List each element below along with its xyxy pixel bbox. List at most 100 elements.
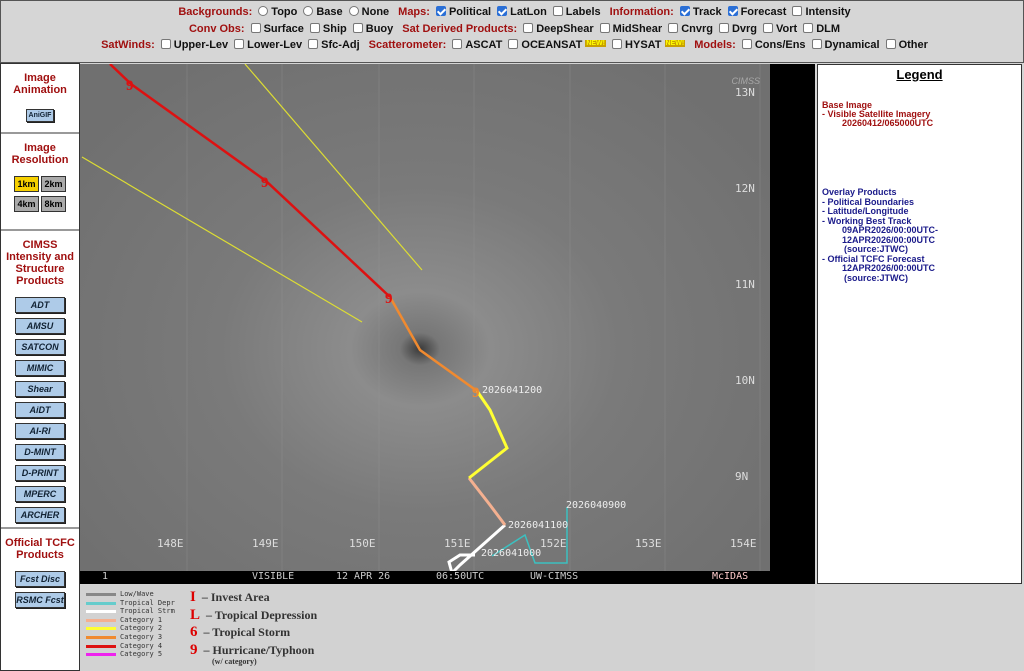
lower-lev-checkbox[interactable] [234,39,245,49]
midshear-option[interactable]: MidShear [612,23,663,35]
surface-option[interactable]: Surface [263,23,304,35]
cimss-product-button[interactable]: MPERC [15,486,65,502]
forecast-option[interactable]: Forecast [740,6,787,18]
political-checkbox[interactable] [435,6,446,16]
buoy-checkbox[interactable] [352,23,363,33]
cimss-product-button[interactable]: D-MINT [15,444,65,460]
storm-symbol-icon: I [190,589,196,605]
satwinds-label: SatWinds: [101,39,155,51]
satellite-map[interactable]: 9 9 9 9 13N 12N 11N 10N 9N 148E 149E 150E 151E 152E 15… [80,64,770,584]
cons-ens-checkbox[interactable] [741,39,752,49]
labels-option[interactable]: Labels [565,6,601,18]
base-option[interactable]: Base [316,6,343,18]
ascat-option[interactable]: ASCAT [465,39,503,51]
track-tropical-depression [491,507,568,564]
res-2km-button[interactable]: 2km [41,176,66,192]
forecast-checkbox[interactable] [727,6,738,16]
dynamical-checkbox[interactable] [811,39,822,49]
intensity-option[interactable]: Intensity [805,6,851,18]
upper-lev-option[interactable]: Upper-Lev [173,39,229,51]
key-line-label: Category 2 [120,624,163,633]
cimss-product-button[interactable]: ADT [15,297,65,313]
cimss-product-button[interactable]: AiDT [15,402,65,418]
cnvrg-option[interactable]: Cnvrg [681,23,713,35]
oceansat-option[interactable]: OCEANSAT [521,39,583,51]
upper-lev-checkbox[interactable] [160,39,171,49]
latlon-checkbox[interactable] [497,6,508,16]
overlay-item: 09APR2026/00:00UTC- [842,225,939,235]
dvrg-option[interactable]: Dvrg [731,23,758,35]
tcfc-product-button[interactable]: RSMC Fcst [15,592,65,608]
other-option[interactable]: Other [898,39,928,51]
overlay-item: - Political Boundaries [822,196,915,207]
ascat-checkbox[interactable] [452,39,463,49]
labels-checkbox[interactable] [552,6,563,16]
base-radio[interactable] [303,6,314,16]
image-time: 06:50UTC [436,571,485,582]
cimss-product-button[interactable]: D-PRINT [15,465,65,481]
track-checkbox[interactable] [679,6,690,16]
surface-checkbox[interactable] [250,23,261,33]
topo-radio[interactable] [258,6,269,16]
ship-option[interactable]: Ship [322,23,347,35]
hysat-option[interactable]: HYSAT [625,39,662,51]
lower-lev-option[interactable]: Lower-Lev [247,39,303,51]
intensity-checkbox[interactable] [792,6,803,16]
tcfc-product-button[interactable]: Fcst Disc [15,571,65,587]
key-symbol-label: – Invest Area [201,590,270,604]
track-category-3 [388,296,478,393]
ship-checkbox[interactable] [309,23,320,33]
key-symbol-label: – Tropical Storm [203,625,291,639]
overlay-heading: Overlay Products [822,187,897,197]
key-symbol-row: L – Tropical Depression [190,607,317,624]
other-checkbox[interactable] [885,39,896,49]
dvrg-checkbox[interactable] [718,23,729,33]
none-option[interactable]: None [361,6,390,18]
political-option[interactable]: Political [448,6,492,18]
vort-option[interactable]: Vort [776,23,798,35]
information-label: Information: [609,6,674,18]
image-footer: 1 VISIBLE 12 APR 26 06:50UTC UW-CIMSS Mc… [80,571,770,584]
sfc-adj-option[interactable]: Sfc-Adj [321,39,360,51]
animation-title: Image Animation [13,72,67,96]
dlm-checkbox[interactable] [803,23,814,33]
none-radio[interactable] [348,6,359,16]
key-symbol-row: I – Invest Area [190,589,270,606]
cnvrg-checkbox[interactable] [668,23,679,33]
midshear-checkbox[interactable] [599,23,610,33]
base-item: - Visible Satellite Imagery [822,109,931,119]
legend-panel: Legend Base Image - Visible Satellite Ima… [817,64,1022,584]
key-line-swatch [86,601,116,605]
dlm-option[interactable]: DLM [816,23,841,35]
cimss-product-button[interactable]: AI-RI [15,423,65,439]
oceansat-checkbox[interactable] [508,39,519,49]
anigif-button[interactable]: AniGIF [26,109,54,122]
cimss-product-button[interactable]: MIMIC [15,360,65,376]
sidebar: Image Animation AniGIF Image Resolution … [0,63,80,671]
cons-ens-option[interactable]: Cons/Ens [754,39,806,51]
deepshear-option[interactable]: DeepShear [536,23,594,35]
key-symbol-row: 6 – Tropical Storm [190,624,290,641]
sfc-adj-checkbox[interactable] [308,39,319,49]
cimss-title: CIMSS Intensity and Structure Products [6,239,74,287]
cimss-product-button[interactable]: SATCON [15,339,65,355]
latlon-option[interactable]: LatLon [510,6,547,18]
res-4km-button[interactable]: 4km [14,196,39,212]
track-option[interactable]: Track [692,6,722,18]
hysat-checkbox[interactable] [612,39,623,49]
forecast-cone-line [244,64,423,271]
deepshear-checkbox[interactable] [523,23,534,33]
topo-option[interactable]: Topo [271,6,298,18]
base-item: 20260412/065000UTC [842,118,934,128]
res-1km-button[interactable]: 1km [14,176,39,192]
cimss-product-button[interactable]: AMSU [15,318,65,334]
res-8km-button[interactable]: 8km [41,196,66,212]
vort-checkbox[interactable] [763,23,774,33]
cimss-product-button[interactable]: ARCHER [15,507,65,523]
buoy-option[interactable]: Buoy [365,23,394,35]
dynamical-option[interactable]: Dynamical [824,39,880,51]
cimss-product-button[interactable]: Shear [15,381,65,397]
latitude-label: 13N [735,86,755,99]
track-time-label: 2026041100 [508,520,568,531]
longitude-label: 148E [157,537,184,550]
